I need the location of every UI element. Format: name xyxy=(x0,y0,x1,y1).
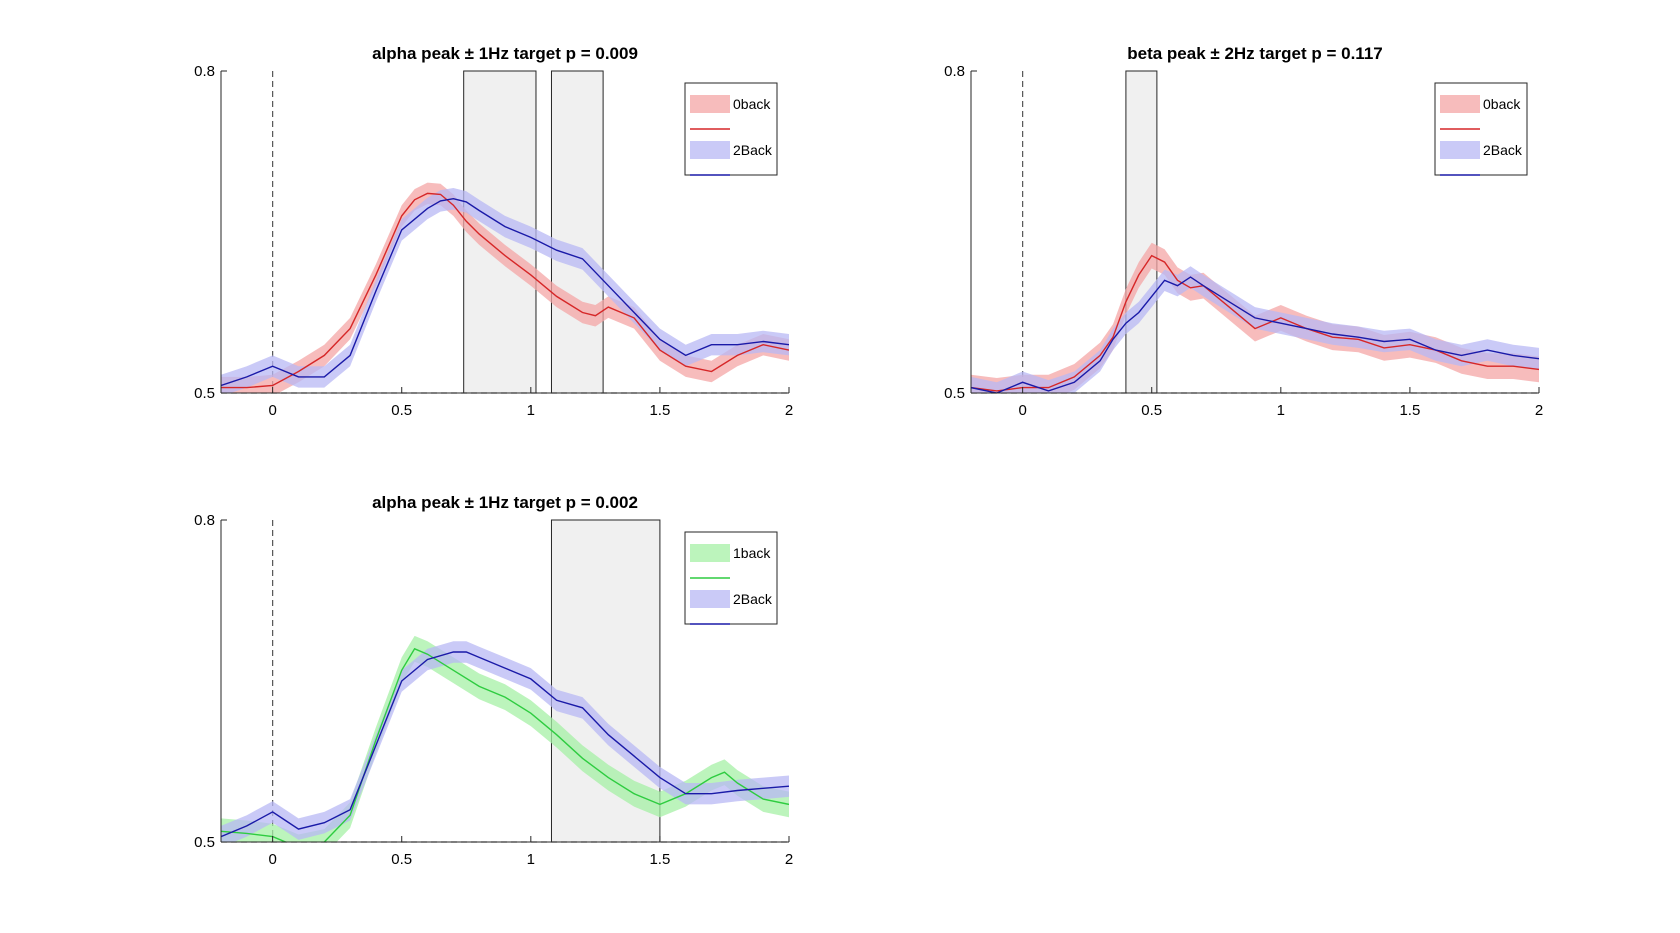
series-line-2back xyxy=(221,197,789,387)
chart-title: alpha peak ± 1Hz target p = 0.009 xyxy=(372,44,638,63)
legend-swatch-band xyxy=(690,95,730,113)
x-tick-label: 1.5 xyxy=(649,402,670,419)
legend-label: 2Back xyxy=(1483,142,1523,158)
x-tick-label: 0 xyxy=(268,851,276,868)
legend-swatch-band xyxy=(690,590,730,608)
chart-title: alpha peak ± 1Hz target p = 0.002 xyxy=(372,493,638,512)
series-line-2back xyxy=(971,276,1539,393)
x-tick-label: 1.5 xyxy=(1399,402,1420,419)
y-tick-label: 0.8 xyxy=(194,63,215,80)
legend-swatch-band xyxy=(1440,141,1480,159)
x-tick-label: 0.5 xyxy=(391,402,412,419)
y-tick-label: 0.8 xyxy=(944,63,965,80)
legend-swatch-band xyxy=(1440,95,1480,113)
legend-label: 1back xyxy=(733,545,771,561)
series-line-1back xyxy=(221,647,789,842)
legend-label: 2Back xyxy=(733,591,773,607)
x-tick-label: 2 xyxy=(1535,402,1543,419)
legend: 1back 2Back xyxy=(684,531,778,625)
panel-alpha-1back-vs-2back: alpha peak ± 1Hz target p = 0.002 0.5 0.8 0… xyxy=(194,493,793,868)
y-tick-label: 0.8 xyxy=(194,512,215,529)
x-tick-label: 1 xyxy=(527,402,535,419)
x-tick-label: 1.5 xyxy=(649,851,670,868)
legend: 0back 2Back xyxy=(684,82,778,176)
series-line-0back xyxy=(221,192,789,389)
legend-swatch-band xyxy=(690,141,730,159)
legend: 0back 2Back xyxy=(1434,82,1528,176)
x-tick-label: 0 xyxy=(1018,402,1026,419)
x-tick-label: 0.5 xyxy=(1141,402,1162,419)
x-tick-label: 2 xyxy=(785,402,793,419)
series-group xyxy=(221,635,789,842)
series-band-2back xyxy=(221,188,789,393)
legend-swatch-band xyxy=(690,544,730,562)
y-tick-label: 0.5 xyxy=(944,385,965,402)
x-tick-label: 0.5 xyxy=(391,851,412,868)
legend-label: 0back xyxy=(733,96,771,112)
series-line-2back xyxy=(221,651,789,838)
y-tick-label: 0.5 xyxy=(194,834,215,851)
series-band-2back xyxy=(971,266,1539,393)
y-tick-label: 0.5 xyxy=(194,385,215,402)
x-tick-label: 1 xyxy=(1277,402,1285,419)
x-tick-label: 1 xyxy=(527,851,535,868)
series-group xyxy=(971,242,1539,393)
series-band-1back xyxy=(221,635,789,842)
legend-label: 2Back xyxy=(733,142,773,158)
series-group xyxy=(221,182,789,393)
series-band-2back xyxy=(221,641,789,842)
x-tick-label: 2 xyxy=(785,851,793,868)
significance-window xyxy=(1125,70,1158,394)
series-band-0back xyxy=(221,182,789,393)
significance-window xyxy=(550,70,604,394)
legend-label: 0back xyxy=(1483,96,1521,112)
chart-title: beta peak ± 2Hz target p = 0.117 xyxy=(1127,44,1382,63)
panel-alpha-0back-vs-2back: alpha peak ± 1Hz target p = 0.009 0.5 0.8 0… xyxy=(194,44,793,419)
panel-beta-0back-vs-2back: beta peak ± 2Hz target p = 0.117 0.5 0.8 0 0… xyxy=(944,44,1543,419)
x-tick-label: 0 xyxy=(268,402,276,419)
